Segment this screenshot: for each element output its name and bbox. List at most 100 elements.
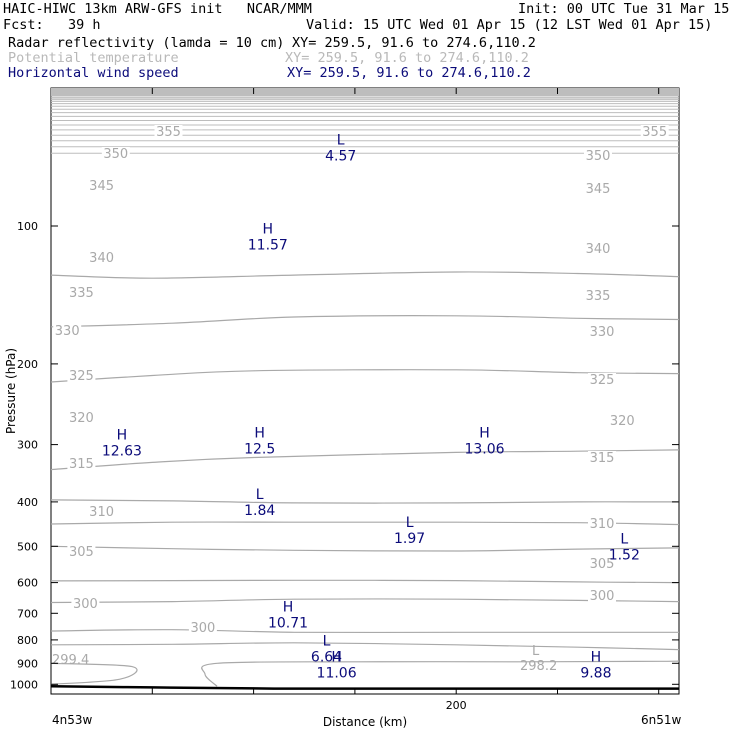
theta-label-bg [588,451,616,465]
theta-label-bg [101,147,130,161]
y-tick-label: 300 [17,439,38,452]
theta-label-bg [588,589,616,603]
theta-label-345: 345 [89,179,114,194]
wind-low-marker: L [406,515,414,531]
wind-extremum-value: 1.84 [244,503,275,519]
header-model-title: HAIC-HIWC 13km ARW-GFS init NCAR/MMM [3,1,312,17]
ground-line [50,685,679,690]
theta-label-330: 330 [55,324,80,339]
wind-extremum-value: 11.57 [248,238,288,254]
theta-label-298-2: 298.2 [520,659,557,674]
theta-label-bg [584,242,612,256]
y-tick-label: 700 [17,607,38,620]
theta-label-315: 315 [69,457,94,472]
y-tick-label: 1000 [10,678,38,691]
field-reflectivity-name: Radar reflectivity (lamda = 10 cm) [8,35,285,51]
wind-high-marker: H [331,649,342,665]
wind-low-marker: L [256,487,264,503]
theta-label-335: 335 [586,289,611,304]
wind-extremum-value: 1.97 [394,531,425,547]
x-axis-title: Distance (km) [323,715,407,729]
theta-contour-325 [50,545,680,552]
theta-label-300: 300 [73,597,98,612]
theta-label-310: 310 [590,517,615,532]
theta-label-299-4: 299.4 [52,653,89,668]
wind-extremum-value: 11.06 [317,665,357,681]
theta-label-325: 325 [69,369,94,384]
field-theta-xy: XY= 259.5, 91.6 to 274.6,110.2 [285,50,529,66]
theta-contour-345 [50,369,680,383]
theta-contour-350 [50,315,680,328]
wind-extremum-value: 12.5 [244,441,275,457]
wind-extremum-value: 9.88 [580,665,611,681]
wind-high-marker: H [591,649,602,665]
theta-label-bg [87,179,116,193]
theta-label-bg [87,505,116,519]
theta-label-bg [584,289,612,303]
upper-isentrope-band [51,88,679,154]
theta-contour-305 [50,642,680,651]
theta-label-bg [584,149,612,163]
y-tick-label: 400 [17,496,38,509]
wind-extremum-value: 6.64 [311,650,342,666]
theta-contour-labels: 355 355 350 350 345 345 340 340 335 335 330 330 325 3… [53,125,669,636]
theta-label-bg [188,621,217,635]
y-tick-label: 900 [17,657,38,670]
y-axis-title: Pressure (hPa) [4,348,18,434]
theta-label-345: 345 [586,182,611,197]
y-tick-label: 600 [17,577,38,590]
plot-frame [50,87,680,695]
wind-extremum-value: 13.06 [464,441,504,457]
theta-label-335: 335 [69,286,94,301]
theta-label-355: 355 [156,125,181,140]
theta-contour-340 [50,449,680,471]
header-forecast-hour: Fcst: 39 h [3,17,101,33]
theta-label-330: 330 [590,325,615,340]
theta-label-320: 320 [610,414,635,429]
x-axis-left-location: 4n53w [52,713,93,727]
wind-low-marker: L [323,634,331,650]
theta-label-bg [67,286,96,300]
wind-high-marker: H [117,427,128,443]
theta-contour-330 [50,521,680,526]
theta-label-bg [154,125,183,139]
field-theta-name: Potential temperature [8,50,179,66]
theta-label-bg [87,251,116,265]
theta-label-340: 340 [586,242,611,257]
theta-label-bg [53,324,82,338]
wind-high-marker: H [254,425,265,441]
y-tick-label: 200 [17,358,38,371]
theta-contour-320 [50,579,680,584]
field-wind-xy: XY= 259.5, 91.6 to 274.6,110.2 [287,65,531,81]
y-axis-ticks: 100 200 300 400 500 600 700 800 900 1000 [10,220,679,691]
x-axis-right-location: 6n51w [641,713,682,727]
field-wind-name: Horizontal wind speed [8,65,179,81]
top-band-fill [51,88,679,96]
x-axis-ticks: 200 [151,88,660,712]
wind-high-marker: H [283,599,294,615]
ground-surface-line [50,685,679,690]
theta-low-marker: L [532,644,540,659]
theta-label-310: 310 [89,505,114,520]
wind-extremum-value: 4.57 [325,148,356,164]
theta-contour-300 [50,662,138,685]
wind-high-marker: H [479,425,490,441]
wind-low-marker: L [620,532,628,548]
theta-contour-355 [50,271,680,279]
theta-contour-335 [50,499,680,504]
wind-extremum-value: 10.71 [268,615,308,631]
y-tick-label: 800 [17,634,38,647]
wind-low-marker: L [337,132,345,148]
theta-label-bg [584,182,612,196]
theta-label-bg [588,373,616,387]
theta-label-325: 325 [590,373,615,388]
theta-contour-300 [201,660,680,687]
wind-extremum-value: 1.52 [609,548,640,564]
y-tick-label: 100 [17,220,38,233]
theta-label-bg [588,517,616,531]
header-init-time: Init: 00 UTC Tue 31 Mar 15 [518,1,730,17]
wind-extremum-value: 12.63 [102,443,142,459]
theta-label-bg [67,457,96,471]
